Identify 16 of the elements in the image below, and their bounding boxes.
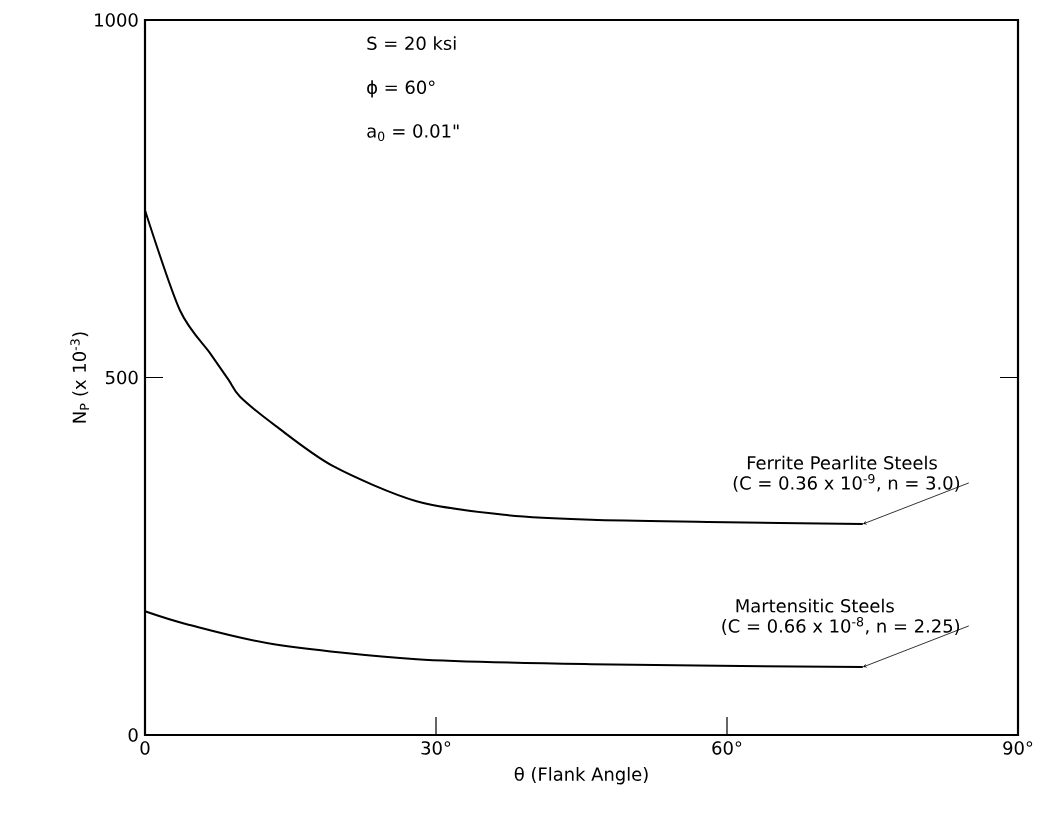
x-tick-label: 60° xyxy=(712,741,742,755)
text: Ferrite Pearlite Steels xyxy=(747,455,937,470)
x-tick-label: 0 xyxy=(140,741,150,755)
annotation: a$_{0}$ = 0.01" xyxy=(367,124,459,142)
y-tick-label: 500 xyxy=(105,370,138,385)
x-tick-label: 30° xyxy=(421,741,451,755)
text: Martensitic Steels xyxy=(736,598,894,613)
annotation: ϕ = 60° xyxy=(367,80,435,98)
x-tick-label: 90° xyxy=(1003,741,1033,755)
y-tick-label: 1000 xyxy=(95,13,138,27)
annotation: S = 20 ksi xyxy=(367,36,456,51)
annotation: (C = 0.66 x 10$^{-8}$, n = 2.25) xyxy=(722,616,960,635)
y-tick-label: 0 xyxy=(128,728,138,742)
x-axis-title: θ (Flank Angle) xyxy=(514,766,648,785)
y-axis-title: N$_{P}$ (x 10$^{-3}$) xyxy=(70,332,90,423)
annotation: (C = 0.36 x 10$^{-9}$, n = 3.0) xyxy=(733,473,960,492)
